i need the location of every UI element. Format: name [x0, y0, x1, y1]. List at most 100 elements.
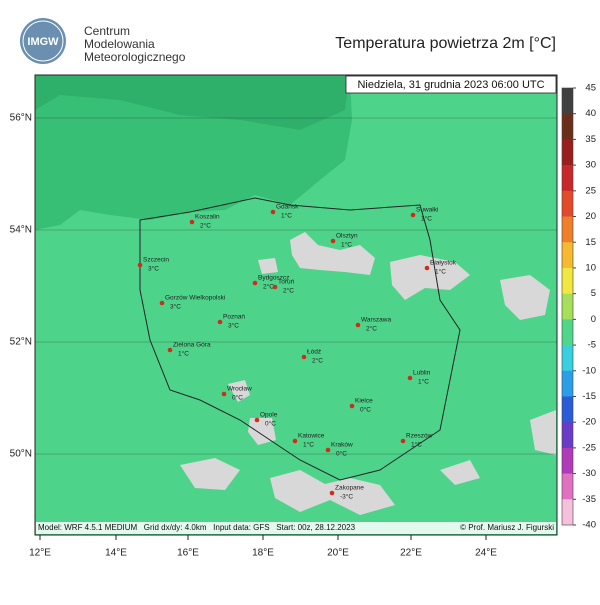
lon-label: 24°E	[475, 548, 497, 559]
colorbar-label: -5	[588, 340, 596, 351]
city-temp: 1°C	[178, 350, 189, 358]
city-name: Warszawa	[361, 317, 391, 324]
colorbar-label: 20	[585, 211, 596, 222]
map-frame	[34, 74, 558, 536]
city-temp: 0°C	[232, 394, 243, 402]
colorbar-segment	[562, 447, 573, 474]
city-name: Szczecin	[143, 257, 169, 264]
city-temp: 0°C	[265, 420, 276, 428]
lat-label: 56°N	[10, 113, 32, 124]
colorbar-frame	[561, 87, 574, 526]
footer-box	[36, 522, 556, 534]
city-dot	[270, 209, 276, 215]
city-temp: 2°C	[366, 325, 377, 333]
border	[139, 197, 461, 481]
city-dot	[167, 347, 173, 353]
city-temp: 1°C	[281, 212, 292, 220]
city-dot	[137, 262, 143, 268]
city-name: Toruń	[278, 279, 295, 286]
credit: © Prof. Mariusz J. Figurski	[460, 523, 554, 532]
cold-area	[290, 232, 375, 275]
city-temp: 2°C	[312, 357, 323, 365]
map: Niedziela, 31 grudnia 2023 06:00 UTC Mod…	[34, 74, 558, 536]
cold-area	[248, 418, 276, 445]
colorbar-segment	[562, 139, 573, 166]
colorbar-segment	[562, 88, 573, 115]
colorbar-label: 10	[585, 262, 596, 273]
org-line: Meteorologicznego	[84, 50, 186, 64]
cold-area	[390, 255, 470, 300]
city-dot	[217, 319, 223, 325]
city-name: Łódź	[307, 349, 321, 356]
city-temp: 1°C	[303, 441, 314, 449]
city-name: Wrocław	[227, 386, 252, 393]
colorbar-label: -10	[582, 365, 596, 376]
colorbar-segment	[562, 422, 573, 449]
city-name: Lublin	[413, 370, 431, 377]
city-temp: 2°C	[200, 222, 211, 230]
city-name: Kraków	[331, 442, 353, 449]
city-name: Olsztyn	[336, 233, 358, 240]
city-name: Zielona Góra	[173, 342, 211, 349]
logo-text: IMGW	[27, 36, 59, 48]
city-temp: 1°C	[341, 241, 352, 249]
colorbar-label: -30	[582, 468, 596, 479]
city-temp: 2°C	[283, 287, 294, 295]
colorbar-label: 35	[585, 134, 596, 145]
city-temp: 0°C	[336, 450, 347, 458]
colorbar-label: 30	[585, 160, 596, 171]
colorbar-label: -35	[582, 494, 596, 505]
city-dot	[252, 280, 258, 286]
colorbar-segment	[562, 165, 573, 192]
cold-areas	[180, 232, 556, 515]
colorbar-segment	[562, 370, 573, 397]
cold-area	[180, 458, 240, 490]
colorbar-segment	[562, 293, 573, 320]
city-name: Gdańsk	[276, 204, 299, 211]
colorbar-label: 0	[591, 314, 596, 325]
colorbar-segment	[562, 319, 573, 346]
gridlines	[35, 117, 557, 455]
colorbar-segment	[562, 190, 573, 217]
city-name: Rzeszów	[406, 433, 433, 440]
model-info: Model: WRF 4.5.1 MEDIUM Grid dx/dy: 4.0k…	[38, 523, 356, 532]
city-dot	[254, 417, 260, 423]
city-name: Koszalin	[195, 214, 220, 221]
cold-area	[500, 275, 550, 320]
colorbar-label: 40	[585, 108, 596, 119]
logo-ring	[22, 20, 64, 62]
date: Niedziela, 31 grudnia 2023 06:00 UTC	[357, 79, 544, 91]
cold-area	[530, 410, 556, 455]
city-dot	[355, 322, 361, 328]
colorbar-label: 45	[585, 83, 596, 94]
logo-circle	[20, 18, 66, 64]
city-name: Białystok	[430, 260, 457, 267]
city-dot	[221, 391, 227, 397]
lon-label: 16°E	[177, 548, 199, 559]
city-temp: 3°C	[148, 265, 159, 273]
city-name: Suwałki	[416, 207, 438, 214]
cold-area	[258, 258, 278, 274]
lon-label: 22°E	[400, 548, 422, 559]
city-dot	[400, 438, 406, 444]
city-dot	[424, 265, 430, 271]
date-box	[345, 75, 557, 94]
colorbar-segment	[562, 216, 573, 243]
city-temp: 1°C	[435, 268, 446, 276]
city-temp: 3°C	[170, 303, 181, 311]
city-dot	[301, 354, 307, 360]
colorbar-segment	[562, 396, 573, 423]
city-name: Poznań	[223, 314, 245, 321]
colorbar-label: -25	[582, 442, 596, 453]
city-dot	[329, 490, 335, 496]
city-temp: 0°C	[360, 406, 371, 414]
city-dot	[349, 403, 355, 409]
colorbar-label: 15	[585, 237, 596, 248]
city-name: Zakopane	[335, 485, 364, 492]
city-temp: 2°C	[263, 283, 274, 291]
city-temp: 1°C	[411, 441, 422, 449]
city-dot	[407, 375, 413, 381]
colorbar-segment	[562, 267, 573, 294]
colorbar-segment	[562, 113, 573, 140]
